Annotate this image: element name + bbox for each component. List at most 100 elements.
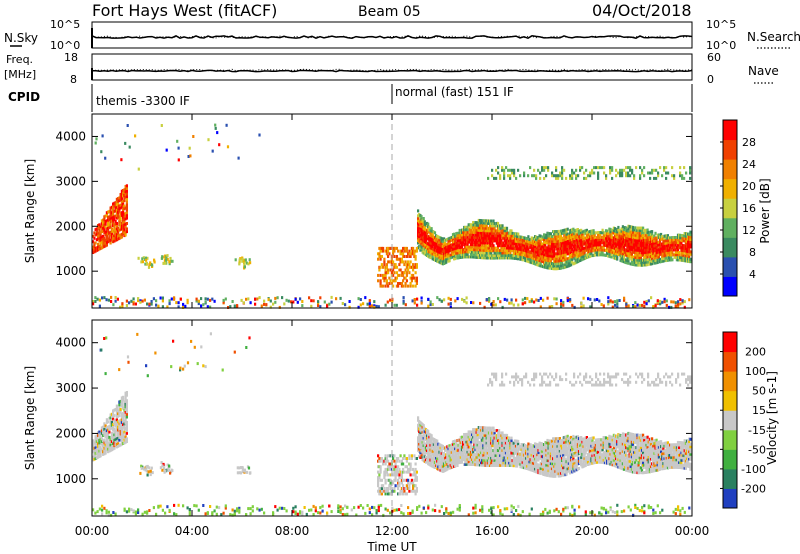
power-cell [388, 246, 391, 250]
power-cell [679, 171, 682, 175]
power-cell [394, 246, 397, 250]
velocity-cell [364, 511, 367, 515]
power-cell [108, 234, 111, 238]
power-cell [503, 168, 506, 172]
velocity-cell [233, 509, 236, 513]
velocity-cell [100, 437, 103, 441]
power-cell [124, 141, 127, 145]
power-cell [359, 298, 362, 301]
power-cell [635, 166, 638, 170]
power-cell [109, 230, 112, 234]
power-cell [656, 299, 659, 303]
velocity-cell [459, 460, 462, 464]
power-colorbar-tick-label: 24 [742, 158, 756, 171]
velocity-cell [294, 505, 297, 509]
power-cell [218, 143, 221, 147]
power-cell [521, 248, 524, 252]
power-cell [510, 249, 513, 253]
power-cell [593, 238, 596, 242]
velocity-cell [474, 506, 477, 510]
power-cell [420, 215, 423, 219]
power-cell [222, 300, 225, 304]
power-cell [553, 264, 556, 268]
velocity-cell [99, 454, 102, 458]
power-cell [148, 302, 151, 306]
velocity-cell [652, 508, 655, 512]
power-cell [539, 249, 542, 253]
power-cell [247, 262, 250, 266]
velocity-cell [145, 465, 148, 469]
velocity-cell [437, 442, 440, 446]
velocity-cell [109, 421, 112, 425]
power-cell [679, 241, 682, 245]
power-cell [447, 252, 450, 256]
power-cell [260, 304, 263, 308]
velocity-cell [571, 513, 574, 517]
power-cell [482, 231, 485, 235]
power-cell [579, 166, 582, 170]
power-cell [402, 296, 405, 300]
power-cell [585, 238, 588, 242]
power-cell [105, 235, 108, 239]
velocity-cell [301, 510, 304, 514]
velocity-cell [384, 507, 387, 511]
velocity-cell [430, 434, 433, 438]
power-cell [200, 297, 203, 301]
power-cell [119, 193, 122, 196]
power-cell [547, 166, 550, 170]
power-cell [644, 246, 647, 250]
velocity-cell [92, 447, 95, 451]
power-cell [486, 219, 489, 223]
power-cell [665, 236, 668, 240]
power-cell [579, 168, 582, 172]
velocity-cell [548, 510, 551, 514]
power-cell [589, 174, 592, 178]
velocity-cell [118, 427, 121, 431]
power-cell [93, 242, 96, 246]
power-cell [553, 297, 556, 301]
power-cell [440, 251, 443, 255]
power-cell [544, 258, 547, 262]
power-cell [658, 252, 662, 256]
power-cell [593, 233, 596, 237]
power-cell [480, 221, 483, 225]
power-cell [616, 302, 619, 306]
power-cell [379, 255, 382, 258]
power-cell [651, 171, 654, 175]
power-cell [431, 254, 434, 258]
power-cell [125, 195, 128, 199]
power-cell [214, 123, 217, 127]
power-cell [204, 297, 207, 301]
power-cell [169, 256, 172, 260]
power-cell [620, 259, 623, 263]
velocity-cell [104, 435, 107, 439]
power-cell [395, 276, 398, 280]
power-cell [290, 300, 293, 304]
power-cell [639, 174, 642, 178]
power-cell [278, 305, 281, 309]
power-cell [553, 240, 556, 243]
velocity-cell [188, 508, 191, 511]
power-cell [659, 302, 662, 306]
power-cell [241, 257, 244, 261]
power-cell [638, 231, 641, 235]
power-cell [616, 227, 619, 231]
velocity-cell [276, 508, 279, 512]
velocity-cell [453, 442, 456, 446]
power-cell [551, 174, 554, 178]
velocity-cell [146, 473, 149, 477]
power-cell [544, 248, 547, 252]
power-cell [161, 255, 164, 259]
power-cell [98, 239, 101, 243]
power-cell [415, 265, 418, 269]
velocity-cell [679, 512, 682, 516]
velocity-cell [112, 433, 115, 437]
power-cell [104, 214, 107, 218]
power-cell [512, 244, 515, 248]
velocity-cell [137, 508, 140, 512]
velocity-cell [105, 437, 108, 441]
freq-right-tick-top: 60 [707, 51, 721, 64]
power-cell [258, 133, 261, 137]
power-cell [98, 228, 101, 232]
